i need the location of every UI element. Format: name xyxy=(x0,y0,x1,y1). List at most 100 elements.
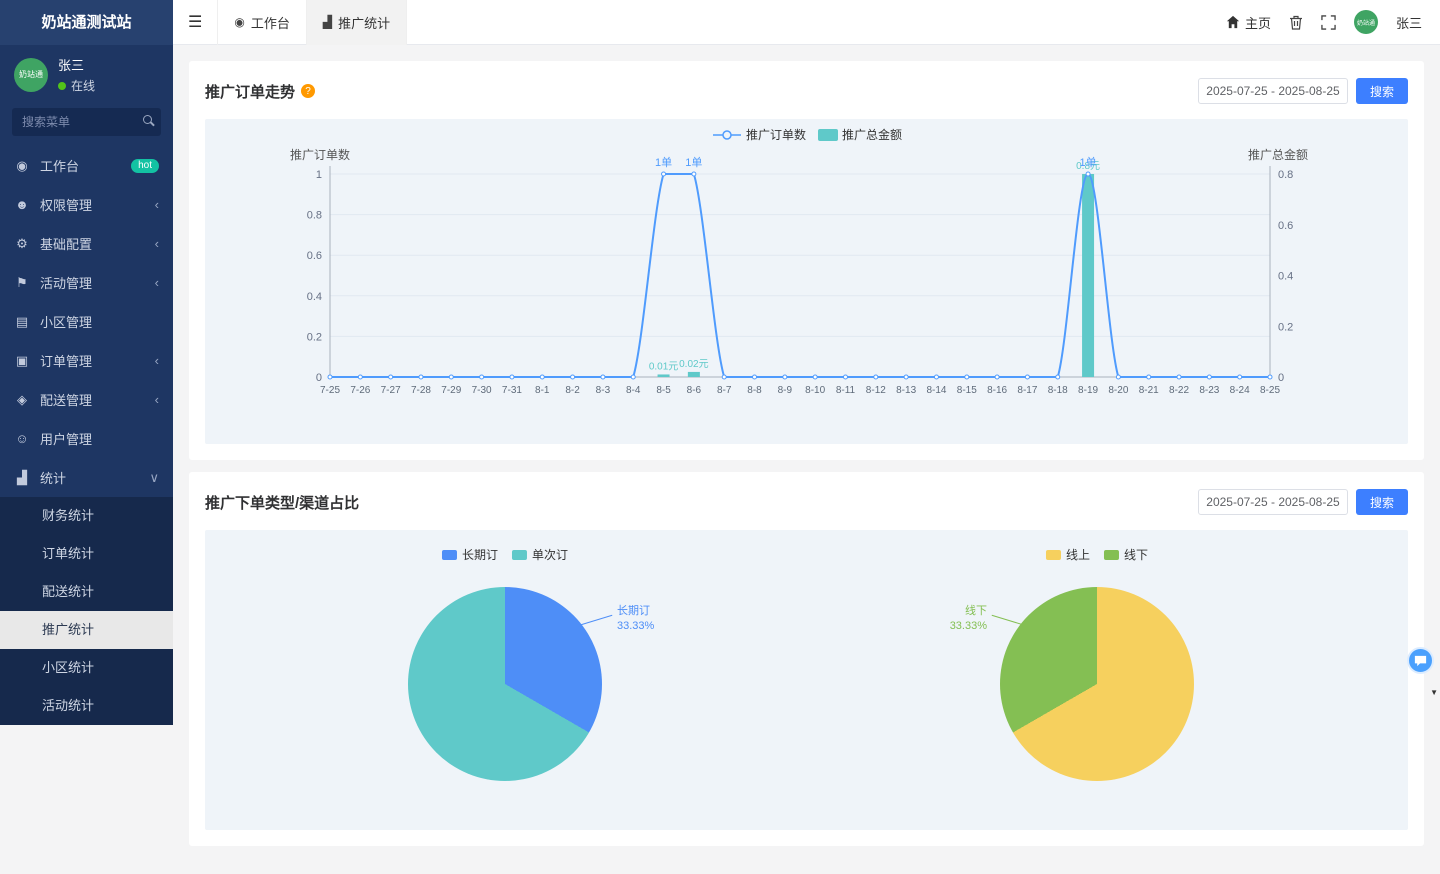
pie-callout-line xyxy=(992,615,1027,626)
menu-search-input[interactable] xyxy=(12,108,161,136)
trend-search-button[interactable]: 搜索 xyxy=(1356,78,1408,104)
sidebar-item-订单管理[interactable]: ▣订单管理‹ xyxy=(0,341,173,380)
legend-item-长期订[interactable]: 长期订 xyxy=(442,546,498,563)
sidebar-item-工作台[interactable]: ◉ 工作台 hot xyxy=(0,146,173,185)
svg-text:7-31: 7-31 xyxy=(502,385,522,396)
svg-text:8-11: 8-11 xyxy=(836,385,856,396)
svg-text:推广订单数: 推广订单数 xyxy=(746,127,806,142)
order-icon: ▣ xyxy=(14,353,30,369)
legend-item-线上[interactable]: 线上 xyxy=(1046,546,1090,563)
svg-text:0.6: 0.6 xyxy=(1278,220,1293,232)
svg-text:8-16: 8-16 xyxy=(987,385,1007,396)
svg-text:8-8: 8-8 xyxy=(747,385,762,396)
topbar-avatar[interactable]: 奶站通 xyxy=(1354,10,1378,34)
sidebar-item-用户管理[interactable]: ☺用户管理 xyxy=(0,419,173,458)
dashboard-icon: ◉ xyxy=(234,15,244,29)
legend-swatch xyxy=(1104,550,1119,560)
svg-text:推广总金额: 推广总金额 xyxy=(1248,147,1308,162)
svg-text:0.4: 0.4 xyxy=(1278,271,1293,283)
chevron-down-icon: ∨ xyxy=(149,470,159,486)
chat-icon xyxy=(1413,653,1428,668)
delivery-icon: ◈ xyxy=(14,392,30,408)
pie-legend-channel: 线上线下 xyxy=(1046,546,1148,563)
sidebar-search xyxy=(12,108,161,136)
gear-icon: ⚙ xyxy=(14,236,30,252)
chevron-left-icon: ‹ xyxy=(155,392,159,407)
svg-text:8-17: 8-17 xyxy=(1017,385,1037,396)
sidebar-item-配送管理[interactable]: ◈配送管理‹ xyxy=(0,380,173,419)
sidebar-user-block: 奶站通 张三 在线 xyxy=(0,45,173,104)
dashboard-icon: ◉ xyxy=(14,158,30,174)
sidebar-item-label: 工作台 xyxy=(40,156,79,175)
legend-label: 长期订 xyxy=(462,546,498,563)
users-icon: ☻ xyxy=(14,197,30,212)
topbar-user-name: 张三 xyxy=(1396,13,1422,32)
svg-text:8-13: 8-13 xyxy=(896,385,916,396)
svg-text:推广总金额: 推广总金额 xyxy=(842,127,902,142)
sidebar-menu: ◉ 工作台 hot ☻ 权限管理 ‹ ⚙ 基础配置 ‹ ⚑活动管理‹▤小区管理▣订单管理‹◈配送管… xyxy=(0,146,173,725)
sidebar-subitem-小区统计[interactable]: 小区统计 xyxy=(0,649,173,687)
pie-callout-channel: 线下 33.33% xyxy=(905,604,987,634)
svg-text:0.01元: 0.01元 xyxy=(649,361,678,372)
scroll-down-arrow[interactable]: ▼ xyxy=(1430,688,1438,697)
svg-text:8-9: 8-9 xyxy=(778,385,793,396)
legend-label: 线上 xyxy=(1066,546,1090,563)
chat-bubble-button[interactable] xyxy=(1407,647,1434,674)
pie-callout-order-type: 长期订 33.33% xyxy=(617,604,654,634)
app-title: 奶站通测试站 xyxy=(0,0,173,45)
sidebar-item-label: 权限管理 xyxy=(40,195,92,214)
svg-text:1单: 1单 xyxy=(1080,156,1097,169)
home-icon xyxy=(1226,15,1240,29)
help-icon[interactable]: ? xyxy=(301,84,315,98)
trend-title: 推广订单走势 xyxy=(205,81,295,102)
pie-legend-order-type: 长期订单次订 xyxy=(442,546,568,563)
sidebar-subitem-推广统计[interactable]: 推广统计 xyxy=(0,611,173,649)
building-icon: ▤ xyxy=(14,314,30,330)
fullscreen-icon[interactable] xyxy=(1321,15,1336,30)
trash-icon[interactable] xyxy=(1289,15,1303,30)
svg-text:0.8: 0.8 xyxy=(307,210,322,222)
svg-text:8-3: 8-3 xyxy=(596,385,611,396)
sidebar-subitem-订单统计[interactable]: 订单统计 xyxy=(0,535,173,573)
sidebar-item-权限管理[interactable]: ☻权限管理‹ xyxy=(0,185,173,224)
user-icon: ☺ xyxy=(14,431,30,446)
sidebar-item-活动管理[interactable]: ⚑活动管理‹ xyxy=(0,263,173,302)
hot-badge: hot xyxy=(131,159,159,173)
svg-text:8-4: 8-4 xyxy=(626,385,641,396)
sidebar-submenu: 财务统计订单统计配送统计推广统计小区统计活动统计 xyxy=(0,497,173,725)
tab-label: 工作台 xyxy=(251,13,290,32)
sidebar-item-统计[interactable]: ▟统计∨ xyxy=(0,458,173,497)
svg-text:1单: 1单 xyxy=(655,156,672,169)
pie-channel[interactable] xyxy=(1000,587,1194,781)
chart-icon: ▟ xyxy=(323,15,332,29)
pie-date-range-input[interactable] xyxy=(1198,489,1348,515)
svg-text:8-25: 8-25 xyxy=(1260,385,1280,396)
sidebar-item-基础配置[interactable]: ⚙基础配置‹ xyxy=(0,224,173,263)
svg-text:8-24: 8-24 xyxy=(1230,385,1250,396)
svg-text:8-23: 8-23 xyxy=(1199,385,1219,396)
legend-item-线下[interactable]: 线下 xyxy=(1104,546,1148,563)
tab-工作台[interactable]: ◉ 工作台 xyxy=(217,0,307,45)
hamburger-icon[interactable]: ☰ xyxy=(173,12,217,32)
svg-text:0.2: 0.2 xyxy=(1278,321,1293,333)
user-avatar[interactable]: 奶站通 xyxy=(14,58,48,92)
sidebar-item-小区管理[interactable]: ▤小区管理 xyxy=(0,302,173,341)
user-status: 在线 xyxy=(71,77,95,94)
sidebar-subitem-配送统计[interactable]: 配送统计 xyxy=(0,573,173,611)
trend-date-range-input[interactable] xyxy=(1198,78,1348,104)
svg-text:7-30: 7-30 xyxy=(472,385,492,396)
sidebar-subitem-财务统计[interactable]: 财务统计 xyxy=(0,497,173,535)
legend-item-单次订[interactable]: 单次订 xyxy=(512,546,568,563)
pie-order-type[interactable] xyxy=(408,587,602,781)
svg-text:8-15: 8-15 xyxy=(957,385,977,396)
legend-swatch xyxy=(512,550,527,560)
sidebar-item-label: 基础配置 xyxy=(40,234,92,253)
search-icon[interactable] xyxy=(143,115,152,124)
svg-text:0.2: 0.2 xyxy=(307,331,322,343)
pie-search-button[interactable]: 搜索 xyxy=(1356,489,1408,515)
chevron-left-icon: ‹ xyxy=(155,353,159,368)
tab-推广统计[interactable]: ▟推广统计 xyxy=(307,0,407,45)
home-link[interactable]: 主页 xyxy=(1226,13,1271,32)
